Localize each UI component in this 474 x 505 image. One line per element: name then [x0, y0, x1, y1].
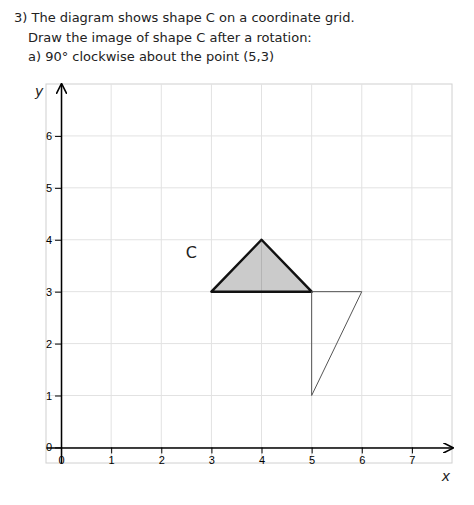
x-axis-title: x — [441, 468, 451, 484]
y-axis-tick-mark — [55, 136, 61, 137]
subtitle: Draw the image of shape C after a rotati… — [28, 30, 312, 45]
x-axis: 01234567 — [47, 447, 453, 466]
y-axis-tick-label: 5 — [46, 182, 52, 194]
grid — [46, 84, 452, 463]
image-polygon — [312, 292, 362, 396]
x-axis-tick: 7 — [409, 447, 415, 466]
grid-line-x — [211, 84, 212, 463]
y-axis-tick: 0 — [46, 441, 61, 453]
y-axis-tick: 4 — [46, 234, 61, 246]
grid-line-y — [46, 239, 452, 240]
x-axis-tick-mark — [111, 447, 112, 453]
y-axis-tick-label: 2 — [46, 338, 52, 350]
grid-line-y — [46, 343, 452, 344]
x-axis-tick-label: 2 — [159, 454, 165, 466]
plot: 0 1 2 3 4 5 6 7 0 1 2 3 4 5 6 x y C — [34, 83, 453, 484]
shape-polygon — [211, 240, 311, 292]
x-axis-tick-mark — [161, 447, 162, 453]
x-axis-tick-label: 1 — [109, 454, 115, 466]
grid-line-x — [311, 84, 312, 463]
shapes — [211, 240, 361, 396]
x-axis-tick: 5 — [309, 447, 315, 466]
y-axis-tick-mark — [55, 188, 61, 189]
title: 3) The diagram shows shape C on a coordi… — [14, 10, 355, 25]
y-axis-tick-label: 3 — [46, 286, 52, 298]
y-axis-tick: 5 — [46, 182, 61, 194]
x-axis-tick-label: 6 — [359, 454, 365, 466]
y-axis-tick-mark — [55, 344, 61, 345]
grid-line-x — [161, 84, 162, 463]
y-axis-tick-mark — [55, 240, 61, 241]
titles: 3) The diagram shows shape C on a coordi… — [14, 10, 355, 64]
y-axis-tick: 3 — [46, 286, 61, 298]
x-axis-tick-label: 3 — [209, 454, 215, 466]
y-axis-tick-label: 0 — [46, 441, 52, 453]
y-axis: 0 1 2 3 4 5 6 — [46, 85, 62, 464]
x-axis-tick: 6 — [359, 447, 365, 466]
grid-line-x — [361, 84, 362, 463]
x-axis-tick: 3 — [209, 447, 215, 466]
grid-line-x — [411, 84, 412, 463]
y-axis-title: y — [34, 83, 44, 99]
y-axis-tick-label: 4 — [46, 234, 52, 246]
x-axis-tick-mark — [312, 447, 313, 453]
x-axis-tick: 4 — [259, 447, 265, 466]
y-axis-tick-mark — [55, 396, 61, 397]
grid-line-y — [46, 447, 452, 448]
x-axis-tick-label: 7 — [409, 454, 415, 466]
plot-frame — [46, 84, 452, 463]
y-axis-tick-label: 6 — [46, 130, 52, 142]
x-axis-tick: 1 — [109, 447, 115, 466]
y-axis-tick-mark — [55, 292, 61, 293]
chart: 3) The diagram shows shape C on a coordi… — [0, 0, 474, 505]
subtitle: a) 90° clockwise about the point (5,3) — [28, 49, 274, 64]
grid-line-x — [111, 84, 112, 463]
grid-line-x — [61, 84, 62, 463]
x-axis-tick: 2 — [159, 447, 165, 466]
x-axis-line — [47, 447, 453, 449]
x-axis-tick-mark — [362, 447, 363, 453]
x-axis-tick-mark — [262, 447, 263, 453]
y-axis-line — [61, 85, 63, 464]
x-axis-tick-mark — [412, 447, 413, 453]
y-axis-tick: 2 — [46, 338, 61, 350]
x-axis-tick-mark — [211, 447, 212, 453]
grid-line-y — [46, 395, 452, 396]
y-axis-tick: 6 — [46, 130, 61, 142]
annotation: C — [186, 243, 197, 262]
x-axis-tick-label: 4 — [259, 454, 265, 466]
y-axis-tick-label: 1 — [46, 390, 52, 402]
y-axis-tick: 1 — [46, 390, 61, 402]
x-axis-tick-label: 5 — [309, 454, 315, 466]
y-axis-tick-mark — [55, 447, 61, 448]
grid-line-y — [46, 135, 452, 136]
grid-line-y — [46, 187, 452, 188]
